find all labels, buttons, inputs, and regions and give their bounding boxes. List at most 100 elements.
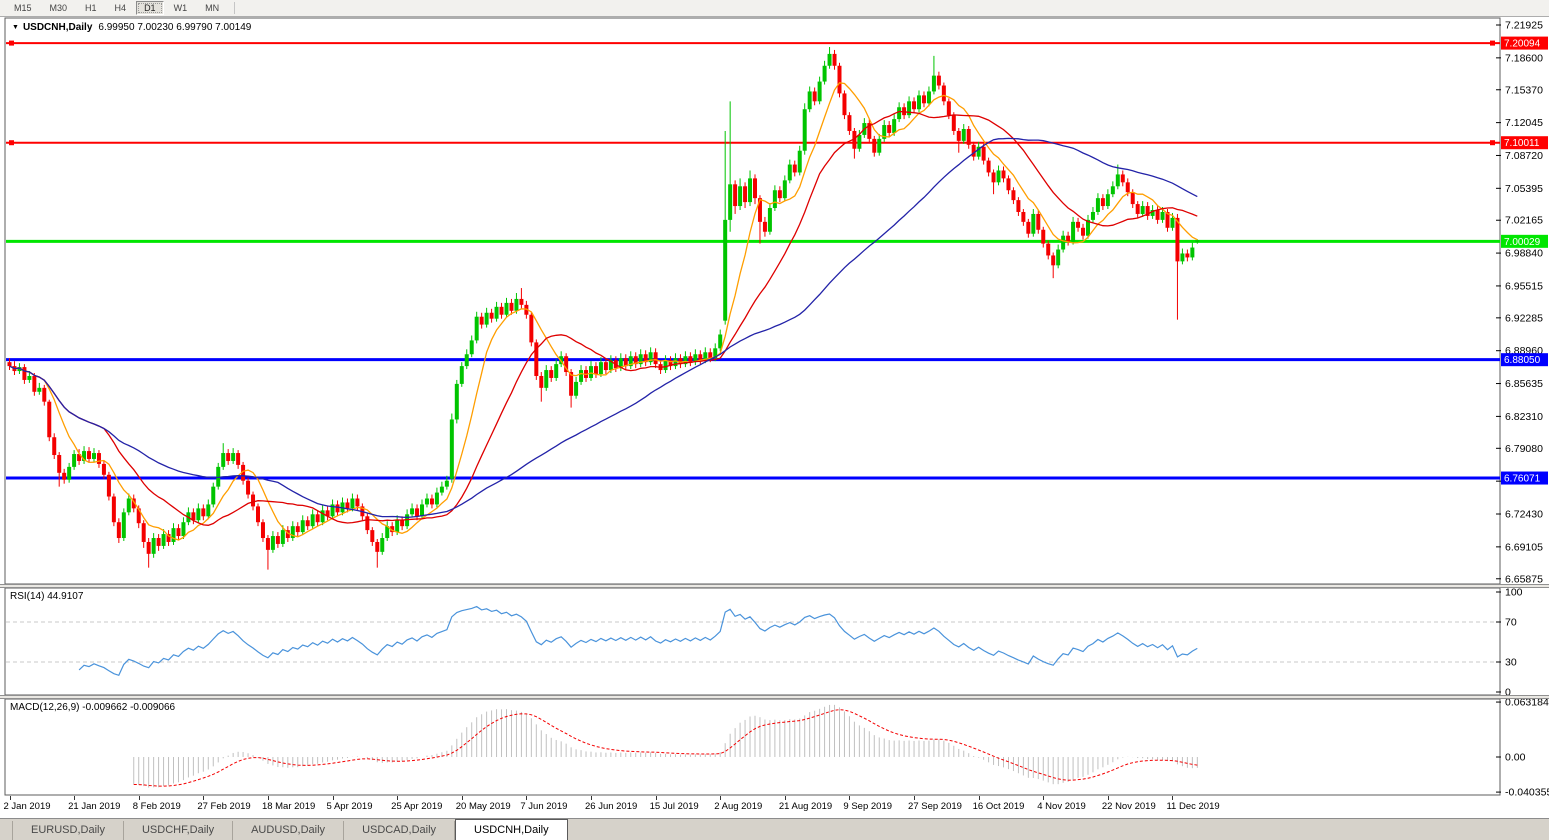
chart-tab-bar: EURUSD,Daily USDCHF,Daily AUDUSD,Daily U… <box>0 818 1549 840</box>
time-axis-tick <box>720 796 722 800</box>
rsi-indicator-canvas[interactable]: 100 70 30 0 <box>0 588 1549 696</box>
svg-text:0.00: 0.00 <box>1505 752 1526 764</box>
rsi-line <box>78 605 1198 677</box>
svg-text:0.063184: 0.063184 <box>1505 699 1549 709</box>
time-axis-label: 2 Aug 2019 <box>714 801 763 812</box>
time-axis-tick <box>849 796 851 800</box>
time-axis-tick <box>9 796 11 800</box>
svg-text:6.82310: 6.82310 <box>1505 411 1543 423</box>
time-axis-tick <box>461 796 463 800</box>
chart-symbol-label: USDCNH,Daily <box>22 22 93 33</box>
time-axis-tick <box>1107 796 1109 800</box>
svg-text:100: 100 <box>1505 588 1523 599</box>
chart-title: ▼ USDCNH,Daily 6.99950 7.00230 6.99790 7.0… <box>12 22 251 33</box>
macd-indicator-canvas[interactable]: 0.063184 0.00 -0.040355 <box>0 699 1549 796</box>
time-axis-tick <box>784 796 786 800</box>
time-axis-label: 7 Jun 2019 <box>520 801 568 812</box>
price-line-badges: 7.20094 7.10011 7.00029 6.88050 6.76071 <box>1501 36 1548 485</box>
time-axis-tick <box>397 796 399 800</box>
svg-text:6.98840: 6.98840 <box>1505 248 1543 260</box>
svg-text:6.65875: 6.65875 <box>1505 573 1543 584</box>
tab-eurusd[interactable]: EURUSD,Daily <box>12 821 124 840</box>
time-axis-label: 8 Feb 2019 <box>132 801 181 812</box>
tab-usdcad[interactable]: USDCAD,Daily <box>344 821 456 840</box>
rsi-plot-border <box>4 588 1501 696</box>
svg-text:6.88050: 6.88050 <box>1504 355 1541 366</box>
timeframe-button-w1[interactable]: W1 <box>173 3 188 13</box>
time-axis-label: 11 Dec 2019 <box>1166 801 1220 812</box>
price-axis-labels: 7.21925 7.18600 7.15370 7.12045 7.08720 7.053… <box>1496 20 1543 584</box>
timeframe-button-m15[interactable]: M15 <box>14 3 32 13</box>
time-axis-tick <box>332 796 334 800</box>
rsi-indicator-label: RSI(14) 44.9107 <box>10 591 84 602</box>
svg-text:7.12045: 7.12045 <box>1505 117 1543 129</box>
time-axis-label: 27 Sep 2019 <box>908 801 962 812</box>
svg-text:7.08720: 7.08720 <box>1505 150 1543 162</box>
price-chart-canvas[interactable]: 7.21925 7.18600 7.15370 7.12045 7.08720 7.053… <box>0 17 1549 584</box>
time-axis-tick <box>267 796 269 800</box>
time-axis-tick <box>526 796 528 800</box>
time-axis-label: 16 Oct 2019 <box>972 801 1025 812</box>
main-plot-border <box>4 17 1501 584</box>
timeframe-button-h4[interactable]: H4 <box>114 3 127 13</box>
svg-text:6.76071: 6.76071 <box>1504 474 1541 485</box>
moving-averages <box>9 82 1198 541</box>
rsi-axis-labels: 100 70 30 0 <box>1496 588 1523 696</box>
time-axis-label: 20 May 2019 <box>455 801 511 812</box>
symbol-dropdown-icon[interactable]: ▼ <box>12 24 19 31</box>
timeframe-button-m30[interactable]: M30 <box>49 3 68 13</box>
tab-usdchf[interactable]: USDCHF,Daily <box>124 821 234 840</box>
svg-text:6.85635: 6.85635 <box>1505 378 1543 390</box>
horizontal-lines[interactable] <box>6 40 1500 480</box>
svg-text:7.15370: 7.15370 <box>1505 84 1543 96</box>
svg-text:7.18600: 7.18600 <box>1505 52 1543 64</box>
timeframe-button-h1[interactable]: H1 <box>85 3 97 13</box>
time-axis-label: 5 Apr 2019 <box>326 801 373 812</box>
svg-text:70: 70 <box>1505 617 1517 629</box>
time-axis-tick <box>978 796 980 800</box>
svg-text:7.05395: 7.05395 <box>1505 183 1543 195</box>
macd-histogram <box>133 704 1198 788</box>
time-axis-label: 18 Mar 2019 <box>261 801 316 812</box>
time-axis-tick <box>1172 796 1174 800</box>
macd-signal-line <box>133 709 1198 787</box>
time-axis[interactable]: 2 Jan 2019 21 Jan 2019 8 Feb 2019 27 Feb 20… <box>0 796 1549 818</box>
tab-audusd[interactable]: AUDUSD,Daily <box>233 821 345 840</box>
time-axis-tick <box>1043 796 1045 800</box>
candles-group <box>7 46 1200 570</box>
time-axis-label: 21 Aug 2019 <box>778 801 833 812</box>
svg-text:7.10011: 7.10011 <box>1504 138 1540 149</box>
time-axis-label: 21 Jan 2019 <box>68 801 121 812</box>
svg-text:7.21925: 7.21925 <box>1505 20 1543 32</box>
svg-text:6.79080: 6.79080 <box>1505 443 1543 455</box>
svg-text:7.20094: 7.20094 <box>1504 39 1541 50</box>
time-axis-tick <box>655 796 657 800</box>
time-axis-tick <box>74 796 76 800</box>
time-axis-label: 22 Nov 2019 <box>1101 801 1156 812</box>
svg-text:6.72430: 6.72430 <box>1505 509 1543 521</box>
chart-ohlc-values: 6.99950 7.00230 6.99790 7.00149 <box>98 22 252 33</box>
tab-usdcnh[interactable]: USDCNH,Daily <box>455 819 568 840</box>
timeframe-button-mn[interactable]: MN <box>205 3 220 13</box>
macd-plot-border <box>4 699 1501 796</box>
svg-text:6.69105: 6.69105 <box>1505 541 1543 553</box>
svg-text:6.92285: 6.92285 <box>1505 312 1543 324</box>
timeframe-button-d1[interactable]: D1 <box>136 1 164 15</box>
svg-text:7.02165: 7.02165 <box>1505 215 1543 227</box>
time-axis-tick <box>203 796 205 800</box>
time-axis-label: 2 Jan 2019 <box>3 801 51 812</box>
time-axis-label: 26 Jun 2019 <box>584 801 638 812</box>
time-axis-label: 9 Sep 2019 <box>843 801 893 812</box>
time-axis-tick <box>590 796 592 800</box>
svg-text:-0.040355: -0.040355 <box>1505 787 1549 796</box>
time-axis-label: 25 Apr 2019 <box>391 801 443 812</box>
time-axis-tick <box>138 796 140 800</box>
svg-text:0: 0 <box>1505 687 1511 697</box>
toolbar-separator <box>234 2 236 14</box>
macd-axis-labels: 0.063184 0.00 -0.040355 <box>1496 699 1549 796</box>
svg-text:30: 30 <box>1505 657 1517 669</box>
timeframe-toolbar: M15 M30 H1 H4 D1 W1 MN <box>0 0 1549 17</box>
svg-text:7.00029: 7.00029 <box>1504 237 1541 248</box>
time-axis-tick <box>914 796 916 800</box>
time-axis-label: 15 Jul 2019 <box>649 801 699 812</box>
